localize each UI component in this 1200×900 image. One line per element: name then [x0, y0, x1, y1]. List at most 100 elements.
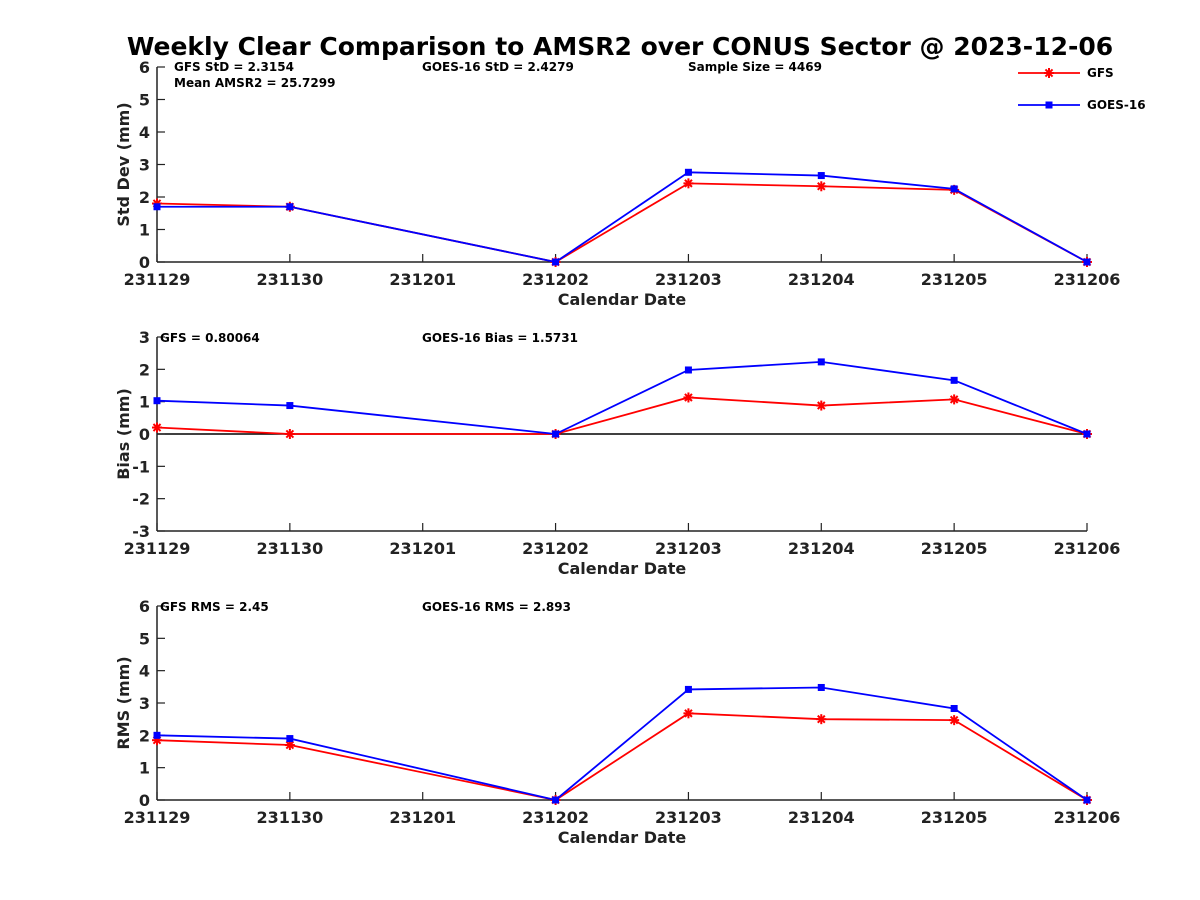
data-point-goes16	[817, 683, 825, 691]
x-tick-label: 231129	[124, 539, 191, 558]
y-tick-label: 1	[139, 221, 150, 240]
data-point-goes16	[552, 796, 560, 804]
y-tick-label: 6	[139, 597, 150, 616]
y-axis-label: Std Dev (mm)	[114, 102, 133, 226]
y-tick-label: 3	[139, 694, 150, 713]
data-point-goes16	[153, 397, 161, 405]
chart-panel-1: 0 1 2 3 4 5 6 231129 231130 231201 231202 231203 231…	[114, 58, 1120, 309]
x-tick-label: 231201	[389, 808, 456, 827]
chart-panel-3: 0 1 2 3 4 5 6 231129 231130 231201 231202 231203 231…	[114, 597, 1120, 847]
legend: GFS GOES-16	[1018, 66, 1146, 112]
y-tick-label: 0	[139, 253, 150, 272]
legend-label: GFS	[1087, 66, 1114, 80]
x-tick-label: 231206	[1054, 808, 1121, 827]
data-point-gfs	[152, 422, 162, 433]
x-tick-label: 231203	[655, 270, 722, 289]
data-point-goes16	[950, 704, 958, 712]
data-point-goes16	[552, 258, 560, 266]
x-axis-label: Calendar Date	[558, 559, 687, 578]
legend-marker	[1044, 68, 1054, 78]
data-point-goes16	[817, 358, 825, 366]
legend-item-gfs: GFS	[1018, 66, 1114, 80]
data-point-goes16	[1083, 258, 1091, 266]
y-tick-label: 0	[139, 425, 150, 444]
y-tick-label: 4	[139, 662, 150, 681]
data-point-goes16	[286, 735, 294, 743]
series-line-gfs	[156, 712, 1088, 801]
x-tick-label: 231205	[921, 808, 988, 827]
x-tick-label: 231205	[921, 539, 988, 558]
data-point-gfs	[683, 178, 694, 189]
y-tick-label: -1	[132, 457, 150, 476]
data-point-goes16	[1083, 796, 1091, 804]
y-tick-label: 1	[139, 759, 150, 778]
data-point-gfs	[816, 181, 827, 192]
x-tick-label: 231130	[256, 270, 323, 289]
x-tick-label: 231202	[522, 808, 589, 827]
y-tick-label: 0	[139, 791, 150, 810]
data-point-goes16	[684, 168, 692, 176]
stat-annotation: GOES-16 Bias = 1.5731	[422, 331, 578, 345]
legend-marker	[1045, 101, 1053, 109]
y-tick-label: 2	[139, 726, 150, 745]
data-point-gfs	[949, 715, 960, 726]
data-point-gfs	[683, 392, 694, 403]
data-point-goes16	[153, 203, 161, 211]
stat-annotation: GFS RMS = 2.45	[160, 600, 269, 614]
data-point-gfs	[816, 400, 827, 411]
stat-annotation: GOES-16 RMS = 2.893	[422, 600, 571, 614]
y-tick-label: 6	[139, 58, 150, 77]
x-tick-label: 231130	[256, 808, 323, 827]
data-point-gfs	[816, 714, 827, 725]
data-point-goes16	[684, 685, 692, 693]
stat-annotation: GOES-16 StD = 2.4279	[422, 60, 574, 74]
data-point-goes16	[1083, 430, 1091, 438]
y-tick-label: 3	[139, 328, 150, 347]
data-point-goes16	[552, 430, 560, 438]
y-tick-label: -2	[132, 490, 150, 509]
x-tick-label: 231204	[788, 270, 855, 289]
x-tick-label: 231201	[389, 270, 456, 289]
x-tick-label: 231203	[655, 808, 722, 827]
x-tick-label: 231202	[522, 539, 589, 558]
legend-item-goes16: GOES-16	[1018, 98, 1146, 112]
series-line-gfs	[156, 182, 1088, 263]
y-tick-label: 1	[139, 393, 150, 412]
x-axis-label: Calendar Date	[558, 828, 687, 847]
y-axis-label: RMS (mm)	[114, 656, 133, 749]
data-point-goes16	[817, 172, 825, 180]
stat-annotation: GFS StD = 2.3154	[174, 60, 294, 74]
x-tick-label: 231206	[1054, 270, 1121, 289]
stat-annotation: GFS = 0.80064	[160, 331, 260, 345]
x-tick-label: 231205	[921, 270, 988, 289]
x-axis-label: Calendar Date	[558, 290, 687, 309]
x-tick-label: 231129	[124, 808, 191, 827]
stat-annotation: Mean AMSR2 = 25.7299	[174, 76, 335, 90]
x-tick-label: 231202	[522, 270, 589, 289]
data-point-goes16	[286, 203, 294, 211]
y-tick-label: 2	[139, 360, 150, 379]
x-tick-label: 231201	[389, 539, 456, 558]
stat-annotation: Sample Size = 4469	[688, 60, 822, 74]
data-point-gfs	[284, 429, 295, 439]
y-tick-label: 4	[139, 123, 150, 142]
data-point-gfs	[683, 708, 694, 719]
y-tick-label: 5	[139, 91, 150, 110]
x-tick-label: 231130	[256, 539, 323, 558]
y-axis-label: Bias (mm)	[114, 388, 133, 480]
x-tick-label: 231204	[788, 808, 855, 827]
data-point-goes16	[286, 402, 294, 410]
x-tick-label: 231129	[124, 270, 191, 289]
series-line-goes16	[156, 360, 1088, 435]
series-line-goes16	[156, 686, 1088, 801]
data-point-goes16	[153, 731, 161, 739]
y-tick-label: 3	[139, 156, 150, 175]
data-point-goes16	[950, 185, 958, 193]
y-tick-label: 5	[139, 629, 150, 648]
x-tick-label: 231206	[1054, 539, 1121, 558]
x-tick-label: 231203	[655, 539, 722, 558]
x-tick-label: 231204	[788, 539, 855, 558]
legend-label: GOES-16	[1087, 98, 1146, 112]
series-line-goes16	[157, 171, 1088, 263]
